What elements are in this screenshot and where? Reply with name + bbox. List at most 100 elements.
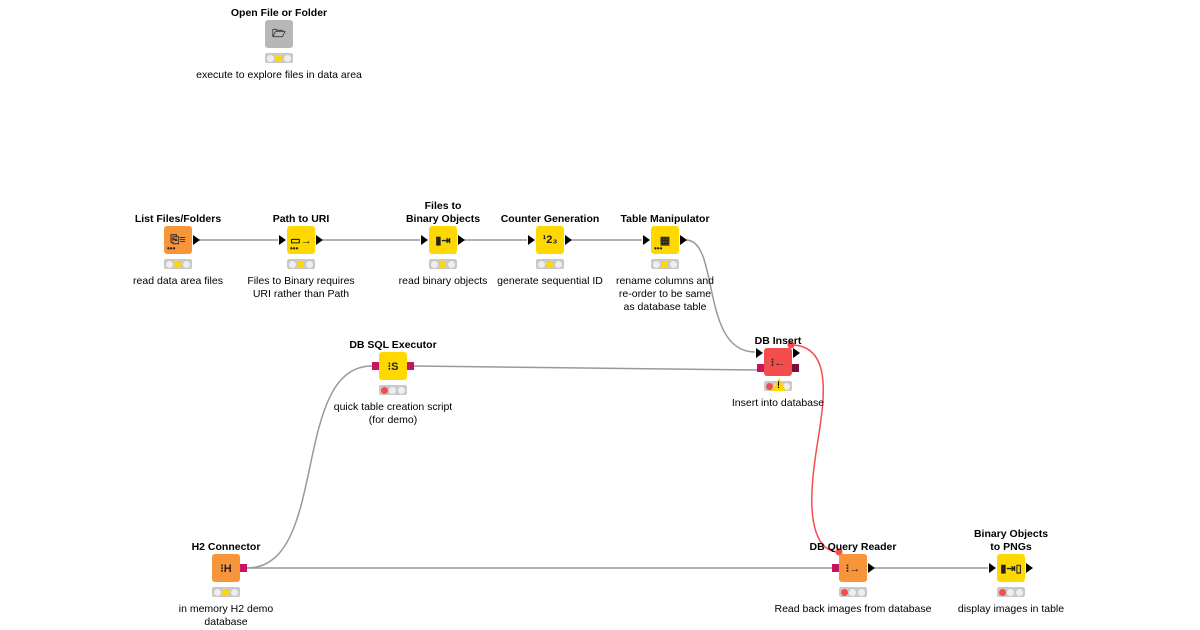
input-port[interactable] [421, 235, 428, 245]
dots-icon: ••• [290, 244, 299, 253]
db-query-icon: ⁝→ [845, 562, 861, 575]
node-title: DB SQL Executor [349, 339, 437, 351]
status-light-yellow [661, 260, 669, 268]
status-light-red [998, 588, 1006, 596]
node-title: List Files/Folders [134, 213, 222, 225]
output-port[interactable] [1026, 563, 1033, 573]
node-title: DB Query Reader [809, 541, 897, 553]
status-light-green [183, 260, 191, 268]
db-input-port[interactable] [832, 564, 839, 572]
status-light-red [840, 588, 848, 596]
db-insert-icon: ⁝← [770, 356, 786, 369]
status-light-green [858, 588, 866, 596]
node-description: rename columns and re-order to be same a… [615, 275, 715, 313]
status-light-yellow [297, 260, 305, 268]
output-port[interactable] [458, 235, 465, 245]
node-status-lights [839, 587, 867, 597]
status-light-yellow [546, 260, 554, 268]
db-input-port[interactable] [372, 362, 379, 370]
connection [413, 365, 758, 371]
node-title: Open File or Folder [230, 7, 328, 19]
node-status-lights [997, 587, 1025, 597]
flow-variable-connection [790, 344, 840, 553]
node-title: DB Insert [754, 335, 802, 347]
status-light-green [783, 382, 791, 390]
node-icon-box[interactable]: ⁝H [212, 554, 240, 582]
connection [246, 365, 373, 569]
flow-variable-port [787, 341, 795, 349]
node-description: quick table creation script (for demo) [333, 401, 453, 426]
flow-variable-port [835, 548, 843, 556]
node-icon-box[interactable]: 🗁 [265, 20, 293, 48]
status-light-yellow [222, 588, 230, 596]
status-light-yellow [849, 588, 857, 596]
status-light-green [398, 386, 406, 394]
status-light-red [165, 260, 173, 268]
status-light-green [284, 54, 292, 62]
node-icon-box[interactable]: ▮⇥▯ [997, 554, 1025, 582]
node-status-lights [212, 587, 240, 597]
node-title: H2 Connector [191, 541, 261, 553]
node-title: Table Manipulator [620, 213, 710, 225]
input-port[interactable] [528, 235, 535, 245]
list-files-icon: ⎘≡ [170, 233, 186, 246]
node-description: generate sequential ID [497, 275, 603, 287]
folder-open-icon: 🗁 [272, 27, 286, 40]
status-light-red [288, 260, 296, 268]
node-icon-box[interactable]: ¹2₃ [536, 226, 564, 254]
node-title: Path to URI [272, 213, 330, 225]
node-title: Counter Generation [500, 213, 600, 225]
node-icon-box[interactable]: ⎘≡ ••• [164, 226, 192, 254]
input-port[interactable] [643, 235, 650, 245]
input-port[interactable] [756, 348, 763, 358]
output-port[interactable] [793, 348, 800, 358]
node-title: Binary Objects to PNGs [973, 528, 1049, 553]
db-output-port[interactable] [407, 362, 414, 370]
status-light-red [213, 588, 221, 596]
output-port[interactable] [565, 235, 572, 245]
binary-to-png-icon: ▮⇥▯ [1000, 562, 1022, 575]
input-port[interactable] [989, 563, 996, 573]
node-description: Files to Binary requires URI rather than… [247, 275, 355, 300]
node-icon-box[interactable]: ⁝→ [839, 554, 867, 582]
status-light-red [266, 54, 274, 62]
node-status-lights [379, 385, 407, 395]
status-light-green [1016, 588, 1024, 596]
warning-icon[interactable]: ! [772, 378, 786, 391]
dots-icon: ••• [167, 244, 176, 253]
status-light-green [670, 260, 678, 268]
node-description: in memory H2 demo database [178, 603, 274, 628]
node-status-lights [164, 259, 192, 269]
output-port[interactable] [316, 235, 323, 245]
node-description: read binary objects [398, 275, 488, 287]
node-status-lights [536, 259, 564, 269]
status-light-red [537, 260, 545, 268]
input-port[interactable] [279, 235, 286, 245]
path-to-uri-icon: ▭→ [290, 234, 312, 247]
node-description: display images in table [957, 603, 1065, 615]
node-status-lights [287, 259, 315, 269]
output-port[interactable] [680, 235, 687, 245]
node-title: Files to Binary Objects [405, 200, 481, 225]
node-description: execute to explore files in data area [196, 69, 362, 81]
db-input-port[interactable] [757, 364, 764, 372]
node-status-lights [265, 53, 293, 63]
node-icon-box[interactable]: ▭→ ••• [287, 226, 315, 254]
node-icon-box[interactable]: ⁝S [379, 352, 407, 380]
db-output-port[interactable] [240, 564, 247, 572]
db-sql-icon: ⁝S [387, 360, 399, 373]
output-port[interactable] [193, 235, 200, 245]
node-icon-box[interactable]: ▦ ••• [651, 226, 679, 254]
db-output-port[interactable] [792, 364, 799, 372]
status-light-yellow [389, 386, 397, 394]
node-description: Read back images from database [774, 603, 932, 615]
output-port[interactable] [868, 563, 875, 573]
status-light-green [448, 260, 456, 268]
status-light-yellow [275, 54, 283, 62]
node-icon-box[interactable]: ⁝← [764, 348, 792, 376]
node-description: Insert into database [731, 397, 825, 409]
node-icon-box[interactable]: ▮⇥ [429, 226, 457, 254]
connection [685, 239, 756, 353]
table-edit-icon: ▦ [659, 234, 671, 247]
status-light-green [555, 260, 563, 268]
